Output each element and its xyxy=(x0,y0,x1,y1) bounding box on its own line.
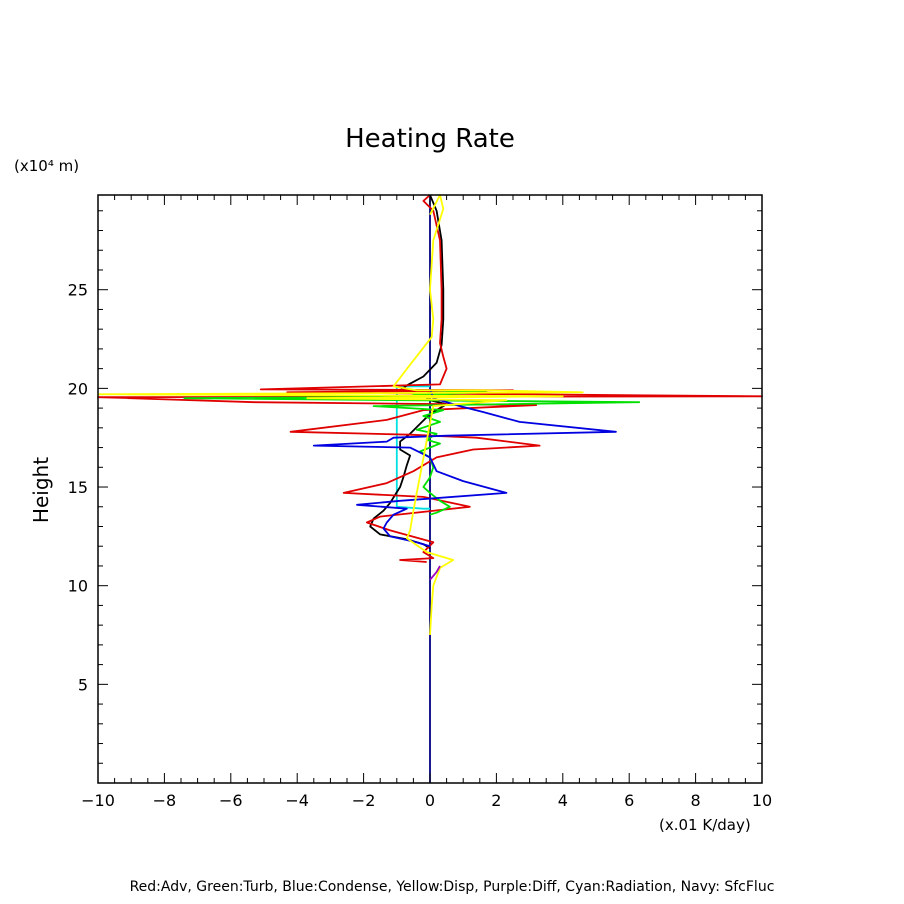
x-tick-label: −8 xyxy=(153,791,177,810)
legend-caption: Red:Adv, Green:Turb, Blue:Condense, Yell… xyxy=(130,879,775,895)
x-axis-unit: (x.01 K/day) xyxy=(659,816,751,834)
x-tick-label: −6 xyxy=(219,791,243,810)
y-tick-label: 20 xyxy=(68,379,88,398)
y-tick-label: 15 xyxy=(68,478,88,497)
x-tick-label: −10 xyxy=(81,791,115,810)
series-line-yellow xyxy=(97,194,584,636)
y-axis-unit: (x10⁴ m) xyxy=(14,157,79,175)
x-tick-label: 0 xyxy=(425,791,435,810)
y-axis-label: Height xyxy=(29,457,53,523)
y-tick-label: 25 xyxy=(68,281,88,300)
x-tick-label: 2 xyxy=(491,791,501,810)
x-tick-label: −4 xyxy=(285,791,309,810)
x-tick-label: 10 xyxy=(752,791,772,810)
y-tick-label: 5 xyxy=(78,675,88,694)
x-tick-label: 6 xyxy=(624,791,634,810)
tick-layer: −10 −8 −6 −4 −2 0 2 4 6 8 10 5 10 15 20 25 xyxy=(68,195,772,810)
series-line-cyan xyxy=(395,385,430,510)
y-tick-label: 10 xyxy=(68,577,88,596)
plot-frame xyxy=(97,194,763,784)
series-line-purple xyxy=(429,565,441,581)
x-tick-label: −2 xyxy=(352,791,376,810)
x-tick-label: 8 xyxy=(691,791,701,810)
series-line-blue xyxy=(312,388,617,548)
chart-title: Heating Rate xyxy=(345,124,515,154)
x-tick-label: 4 xyxy=(558,791,568,810)
series-line-red xyxy=(97,194,763,563)
series-layer xyxy=(97,194,763,783)
